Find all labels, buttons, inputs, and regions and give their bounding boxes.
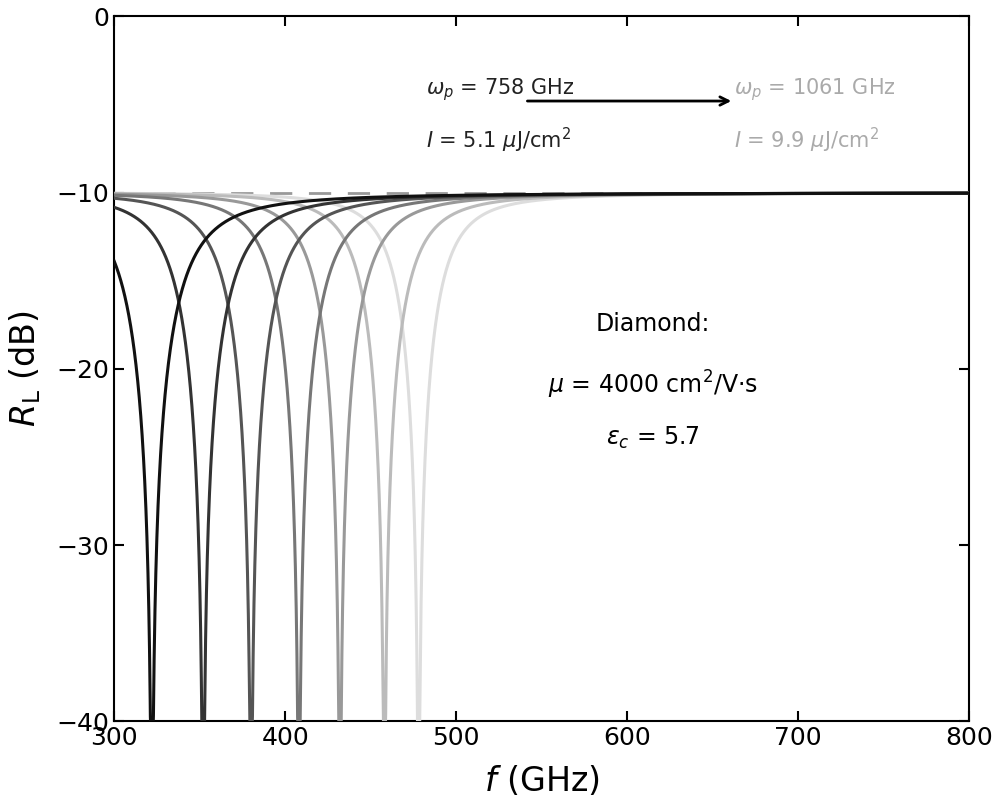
Text: Diamond:: Diamond: — [596, 312, 710, 336]
Text: $\omega_p$ = 1061 GHz: $\omega_p$ = 1061 GHz — [734, 76, 896, 103]
Y-axis label: $R_\mathrm{L}$ (dB): $R_\mathrm{L}$ (dB) — [7, 311, 43, 427]
Text: $I$ = 9.9 $\mu$J/cm$^2$: $I$ = 9.9 $\mu$J/cm$^2$ — [734, 126, 879, 155]
Text: $\varepsilon_c$ = 5.7: $\varepsilon_c$ = 5.7 — [606, 425, 699, 452]
Text: $\mu$ = 4000 cm$^2$/V$\cdot$s: $\mu$ = 4000 cm$^2$/V$\cdot$s — [548, 369, 758, 401]
Text: $I$ = 5.1 $\mu$J/cm$^2$: $I$ = 5.1 $\mu$J/cm$^2$ — [426, 126, 571, 155]
Text: $\omega_p$ = 758 GHz: $\omega_p$ = 758 GHz — [426, 76, 575, 103]
X-axis label: $f$ (GHz): $f$ (GHz) — [484, 764, 600, 798]
